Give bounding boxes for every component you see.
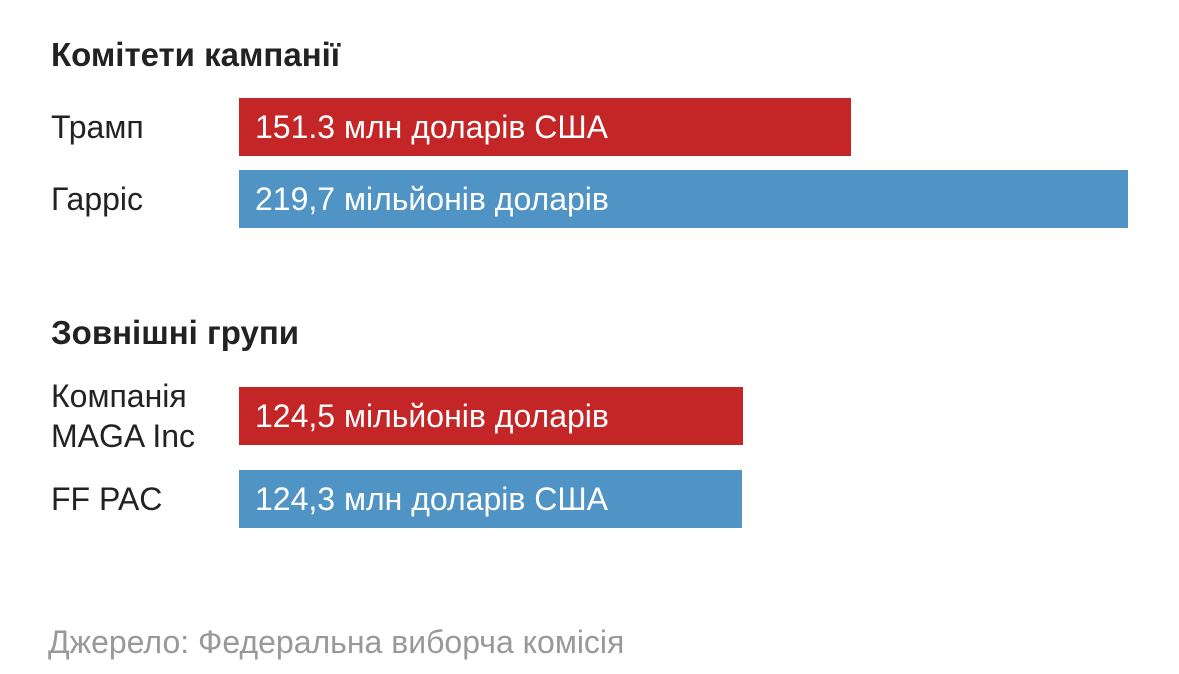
category-label: Компанія MAGA Inc [51,378,196,454]
bar-row: Трамп 151.3 млн доларів США [51,98,1151,156]
bar-row: Гарріс 219,7 мільйонів доларів [51,170,1151,228]
bar: 124,5 мільйонів доларів [239,387,743,445]
bar-row: FF PAC 124,3 млн доларів США [51,470,1151,528]
charts: Комітети кампанії Трамп 151.3 млн доларів … [51,34,1151,612]
bar: 151.3 млн доларів США [239,98,852,156]
bar: 219,7 мільйонів доларів [239,170,1128,228]
value-label: 151.3 млн доларів США [255,108,609,145]
chart-title: Комітети кампанії [51,36,341,73]
category-label: Трамп [51,109,144,145]
value-label: 124,3 млн доларів США [255,480,609,517]
bar-row: Компанія MAGA Inc 124,5 мільйонів доларів [51,376,1151,456]
chart-section: Зовнішні групи Компанія MAGA Inc 124,5 міл… [51,312,1151,528]
value-label: 219,7 мільйонів доларів [255,180,609,217]
chart-section: Комітети кампанії Трамп 151.3 млн доларів … [51,34,1151,228]
category-label: FF PAC [51,481,163,517]
bar: 124,3 млн доларів США [239,470,742,528]
source-note: Джерело: Федеральна виборча комісія [48,624,625,660]
category-label: Гарріс [51,181,144,217]
value-label: 124,5 мільйонів доларів [255,397,609,434]
chart-title: Зовнішні групи [51,314,300,351]
